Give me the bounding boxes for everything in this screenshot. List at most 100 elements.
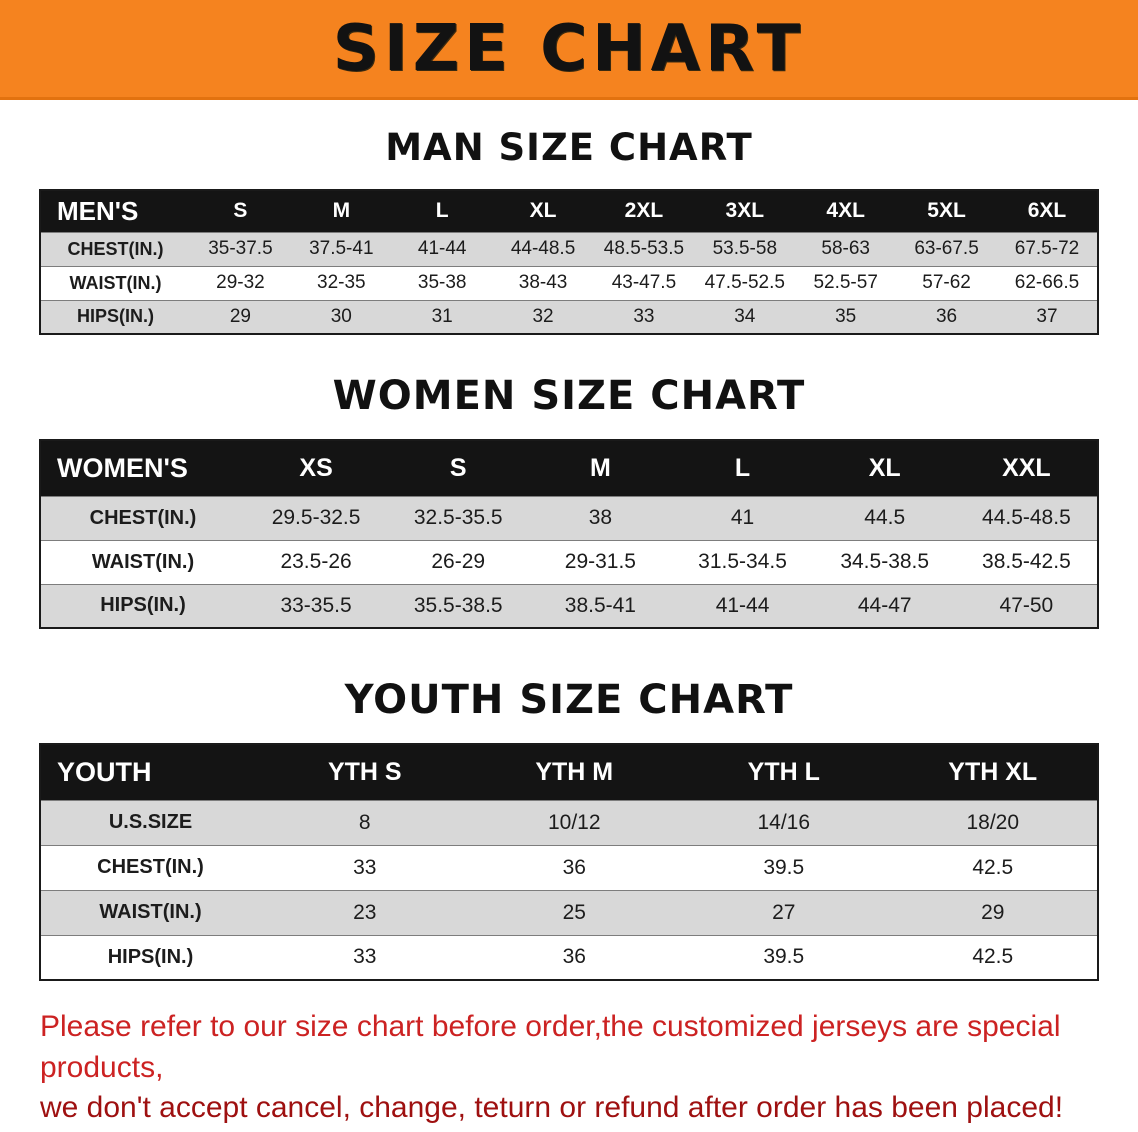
men-size-table: MEN'S S M L XL 2XL 3XL 4XL 5XL 6XL CHEST(IN.) 35-37… <box>39 189 1099 335</box>
women-size-section: WOMEN SIZE CHART WOMEN'S XS S M L XL XXL CHEST(… <box>0 373 1138 629</box>
measurement-label: HIPS(IN.) <box>40 583 245 628</box>
size-value: 47.5-52.5 <box>694 265 796 300</box>
men-size-section: MAN SIZE CHART MEN'S S M L XL 2XL 3XL 4XL 5XL 6XL… <box>0 126 1138 335</box>
size-value: 42.5 <box>888 844 1098 890</box>
size-value: 31.5-34.5 <box>671 539 814 584</box>
size-column-header: YTH M <box>469 744 679 800</box>
size-value: 37.5-41 <box>290 231 392 266</box>
size-column-header: 4XL <box>795 190 897 232</box>
size-column-header: XL <box>813 440 956 496</box>
table-header-row: MEN'S S M L XL 2XL 3XL 4XL 5XL 6XL <box>40 190 1098 232</box>
size-value: 23 <box>260 889 470 935</box>
size-column-header: YTH L <box>679 744 889 800</box>
table-corner-label: MEN'S <box>40 190 190 232</box>
measurement-label: U.S.SIZE <box>40 799 260 845</box>
size-value: 38.5-42.5 <box>955 539 1098 584</box>
measurement-label: HIPS(IN.) <box>40 934 260 980</box>
size-value: 38 <box>529 495 672 540</box>
size-value: 44.5-48.5 <box>955 495 1098 540</box>
size-value: 29 <box>190 299 291 334</box>
measurement-label: CHEST(IN.) <box>40 844 260 890</box>
youth-size-section: YOUTH SIZE CHART YOUTH YTH S YTH M YTH L YTH… <box>0 677 1138 981</box>
size-column-header: M <box>290 190 392 232</box>
size-column-header: YTH XL <box>888 744 1098 800</box>
size-value: 38.5-41 <box>529 583 672 628</box>
size-column-header: 5XL <box>896 190 997 232</box>
table-row: HIPS(IN.) 33-35.5 35.5-38.5 38.5-41 41-44 44-… <box>40 583 1098 628</box>
men-section-heading: MAN SIZE CHART <box>385 126 753 169</box>
size-column-header: 3XL <box>694 190 796 232</box>
size-value: 44.5 <box>813 495 956 540</box>
size-column-header: L <box>391 190 493 232</box>
size-value: 62-66.5 <box>997 265 1098 300</box>
size-value: 48.5-53.5 <box>593 231 695 266</box>
size-value: 10/12 <box>469 799 679 845</box>
size-value: 36 <box>469 844 679 890</box>
size-value: 36 <box>469 934 679 980</box>
footer-disclaimer-line-1: Please refer to our size chart before or… <box>40 1010 1061 1084</box>
page-title: SIZE CHART <box>332 11 806 86</box>
size-value: 38-43 <box>492 265 594 300</box>
size-value: 32 <box>492 299 594 334</box>
table-corner-label: YOUTH <box>40 744 260 800</box>
size-column-header: 2XL <box>593 190 695 232</box>
size-value: 44-47 <box>813 583 956 628</box>
size-chart-banner: SIZE CHART <box>0 0 1138 100</box>
size-value: 44-48.5 <box>492 231 594 266</box>
size-value: 29-31.5 <box>529 539 672 584</box>
size-value: 33 <box>593 299 695 334</box>
size-value: 33-35.5 <box>245 583 388 628</box>
size-column-header: 6XL <box>997 190 1098 232</box>
size-value: 34 <box>694 299 796 334</box>
table-row: CHEST(IN.) 29.5-32.5 32.5-35.5 38 41 44.5 44.5… <box>40 495 1098 540</box>
table-row: CHEST(IN.) 35-37.5 37.5-41 41-44 44-48.5 48.5… <box>40 231 1098 266</box>
size-value: 34.5-38.5 <box>813 539 956 584</box>
size-value: 33 <box>260 934 470 980</box>
size-column-header: L <box>671 440 814 496</box>
measurement-label: HIPS(IN.) <box>40 299 190 334</box>
size-value: 33 <box>260 844 470 890</box>
size-value: 29-32 <box>190 265 291 300</box>
size-value: 35.5-38.5 <box>387 583 530 628</box>
size-column-header: M <box>529 440 672 496</box>
size-value: 37 <box>997 299 1098 334</box>
size-column-header: XL <box>492 190 594 232</box>
size-column-header: S <box>190 190 291 232</box>
size-value: 39.5 <box>679 844 889 890</box>
size-value: 53.5-58 <box>694 231 796 266</box>
size-value: 36 <box>896 299 997 334</box>
measurement-label: WAIST(IN.) <box>40 889 260 935</box>
size-value: 57-62 <box>896 265 997 300</box>
size-value: 43-47.5 <box>593 265 695 300</box>
size-value: 18/20 <box>888 799 1098 845</box>
size-value: 23.5-26 <box>245 539 388 584</box>
size-value: 42.5 <box>888 934 1098 980</box>
measurement-label: WAIST(IN.) <box>40 265 190 300</box>
women-section-heading: WOMEN SIZE CHART <box>332 373 806 419</box>
size-value: 41-44 <box>391 231 493 266</box>
size-value: 29.5-32.5 <box>245 495 388 540</box>
measurement-label: CHEST(IN.) <box>40 495 245 540</box>
table-corner-label: WOMEN'S <box>40 440 245 496</box>
size-value: 32-35 <box>290 265 392 300</box>
size-column-header: XXL <box>955 440 1098 496</box>
size-value: 52.5-57 <box>795 265 897 300</box>
size-value: 63-67.5 <box>896 231 997 266</box>
size-value: 58-63 <box>795 231 897 266</box>
youth-section-heading: YOUTH SIZE CHART <box>344 677 794 723</box>
size-value: 67.5-72 <box>997 231 1098 266</box>
measurement-label: CHEST(IN.) <box>40 231 190 266</box>
size-value: 25 <box>469 889 679 935</box>
size-value: 39.5 <box>679 934 889 980</box>
women-size-table: WOMEN'S XS S M L XL XXL CHEST(IN.) 29.5-32.5 32.5… <box>39 439 1099 629</box>
size-value: 35-38 <box>391 265 493 300</box>
measurement-label: WAIST(IN.) <box>40 539 245 584</box>
table-row: WAIST(IN.) 29-32 32-35 35-38 38-43 43-47.5 47.… <box>40 265 1098 300</box>
size-column-header: XS <box>245 440 388 496</box>
table-row: U.S.SIZE 8 10/12 14/16 18/20 <box>40 799 1098 845</box>
size-value: 8 <box>260 799 470 845</box>
size-value: 31 <box>391 299 493 334</box>
table-row: WAIST(IN.) 23 25 27 29 <box>40 889 1098 935</box>
table-header-row: WOMEN'S XS S M L XL XXL <box>40 440 1098 496</box>
table-row: CHEST(IN.) 33 36 39.5 42.5 <box>40 844 1098 890</box>
